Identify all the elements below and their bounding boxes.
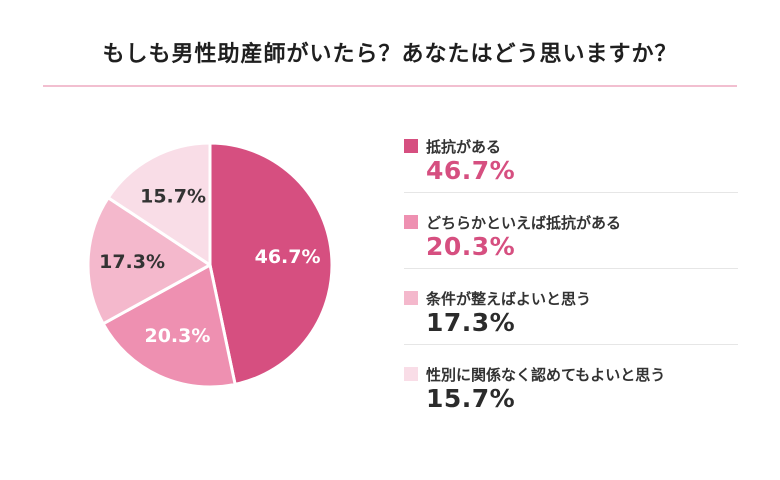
pie-chart: 46.7% 20.3% 17.3% 15.7%	[86, 141, 334, 389]
title-divider	[43, 85, 737, 87]
legend-label: 条件が整えばよいと思う	[426, 290, 592, 308]
legend-item: どちらかといえば抵抗がある 20.3%	[404, 212, 738, 269]
legend: 抵抗がある 46.7% どちらかといえば抵抗がある 20.3% 条件が整えばよい…	[404, 136, 738, 439]
slice-label: 46.7%	[255, 246, 321, 268]
legend-item: 条件が整えばよいと思う 17.3%	[404, 288, 738, 345]
legend-label: どちらかといえば抵抗がある	[426, 214, 622, 232]
legend-value: 15.7%	[426, 384, 516, 413]
legend-item: 抵抗がある 46.7%	[404, 136, 738, 193]
legend-swatch	[404, 215, 418, 229]
pie-slice	[86, 196, 212, 326]
legend-item: 性別に関係なく認めてもよいと思う 15.7%	[404, 364, 738, 420]
legend-value: 17.3%	[426, 308, 516, 337]
slice-label: 20.3%	[144, 325, 210, 347]
legend-swatch	[404, 139, 418, 153]
legend-swatch	[404, 291, 418, 305]
legend-value: 46.7%	[426, 156, 516, 185]
chart-title: もしも男性助産師がいたら？あなたはどう思いますか？	[102, 42, 678, 67]
legend-label: 性別に関係なく認めてもよいと思う	[426, 366, 666, 384]
pie-slice	[208, 141, 334, 386]
slice-label: 15.7%	[140, 185, 206, 207]
slice-label: 17.3%	[99, 251, 165, 273]
pie-slice	[101, 263, 237, 389]
legend-swatch	[404, 367, 418, 381]
legend-value: 20.3%	[426, 232, 516, 261]
pie-slice	[106, 141, 212, 267]
legend-label: 抵抗がある	[426, 138, 502, 156]
